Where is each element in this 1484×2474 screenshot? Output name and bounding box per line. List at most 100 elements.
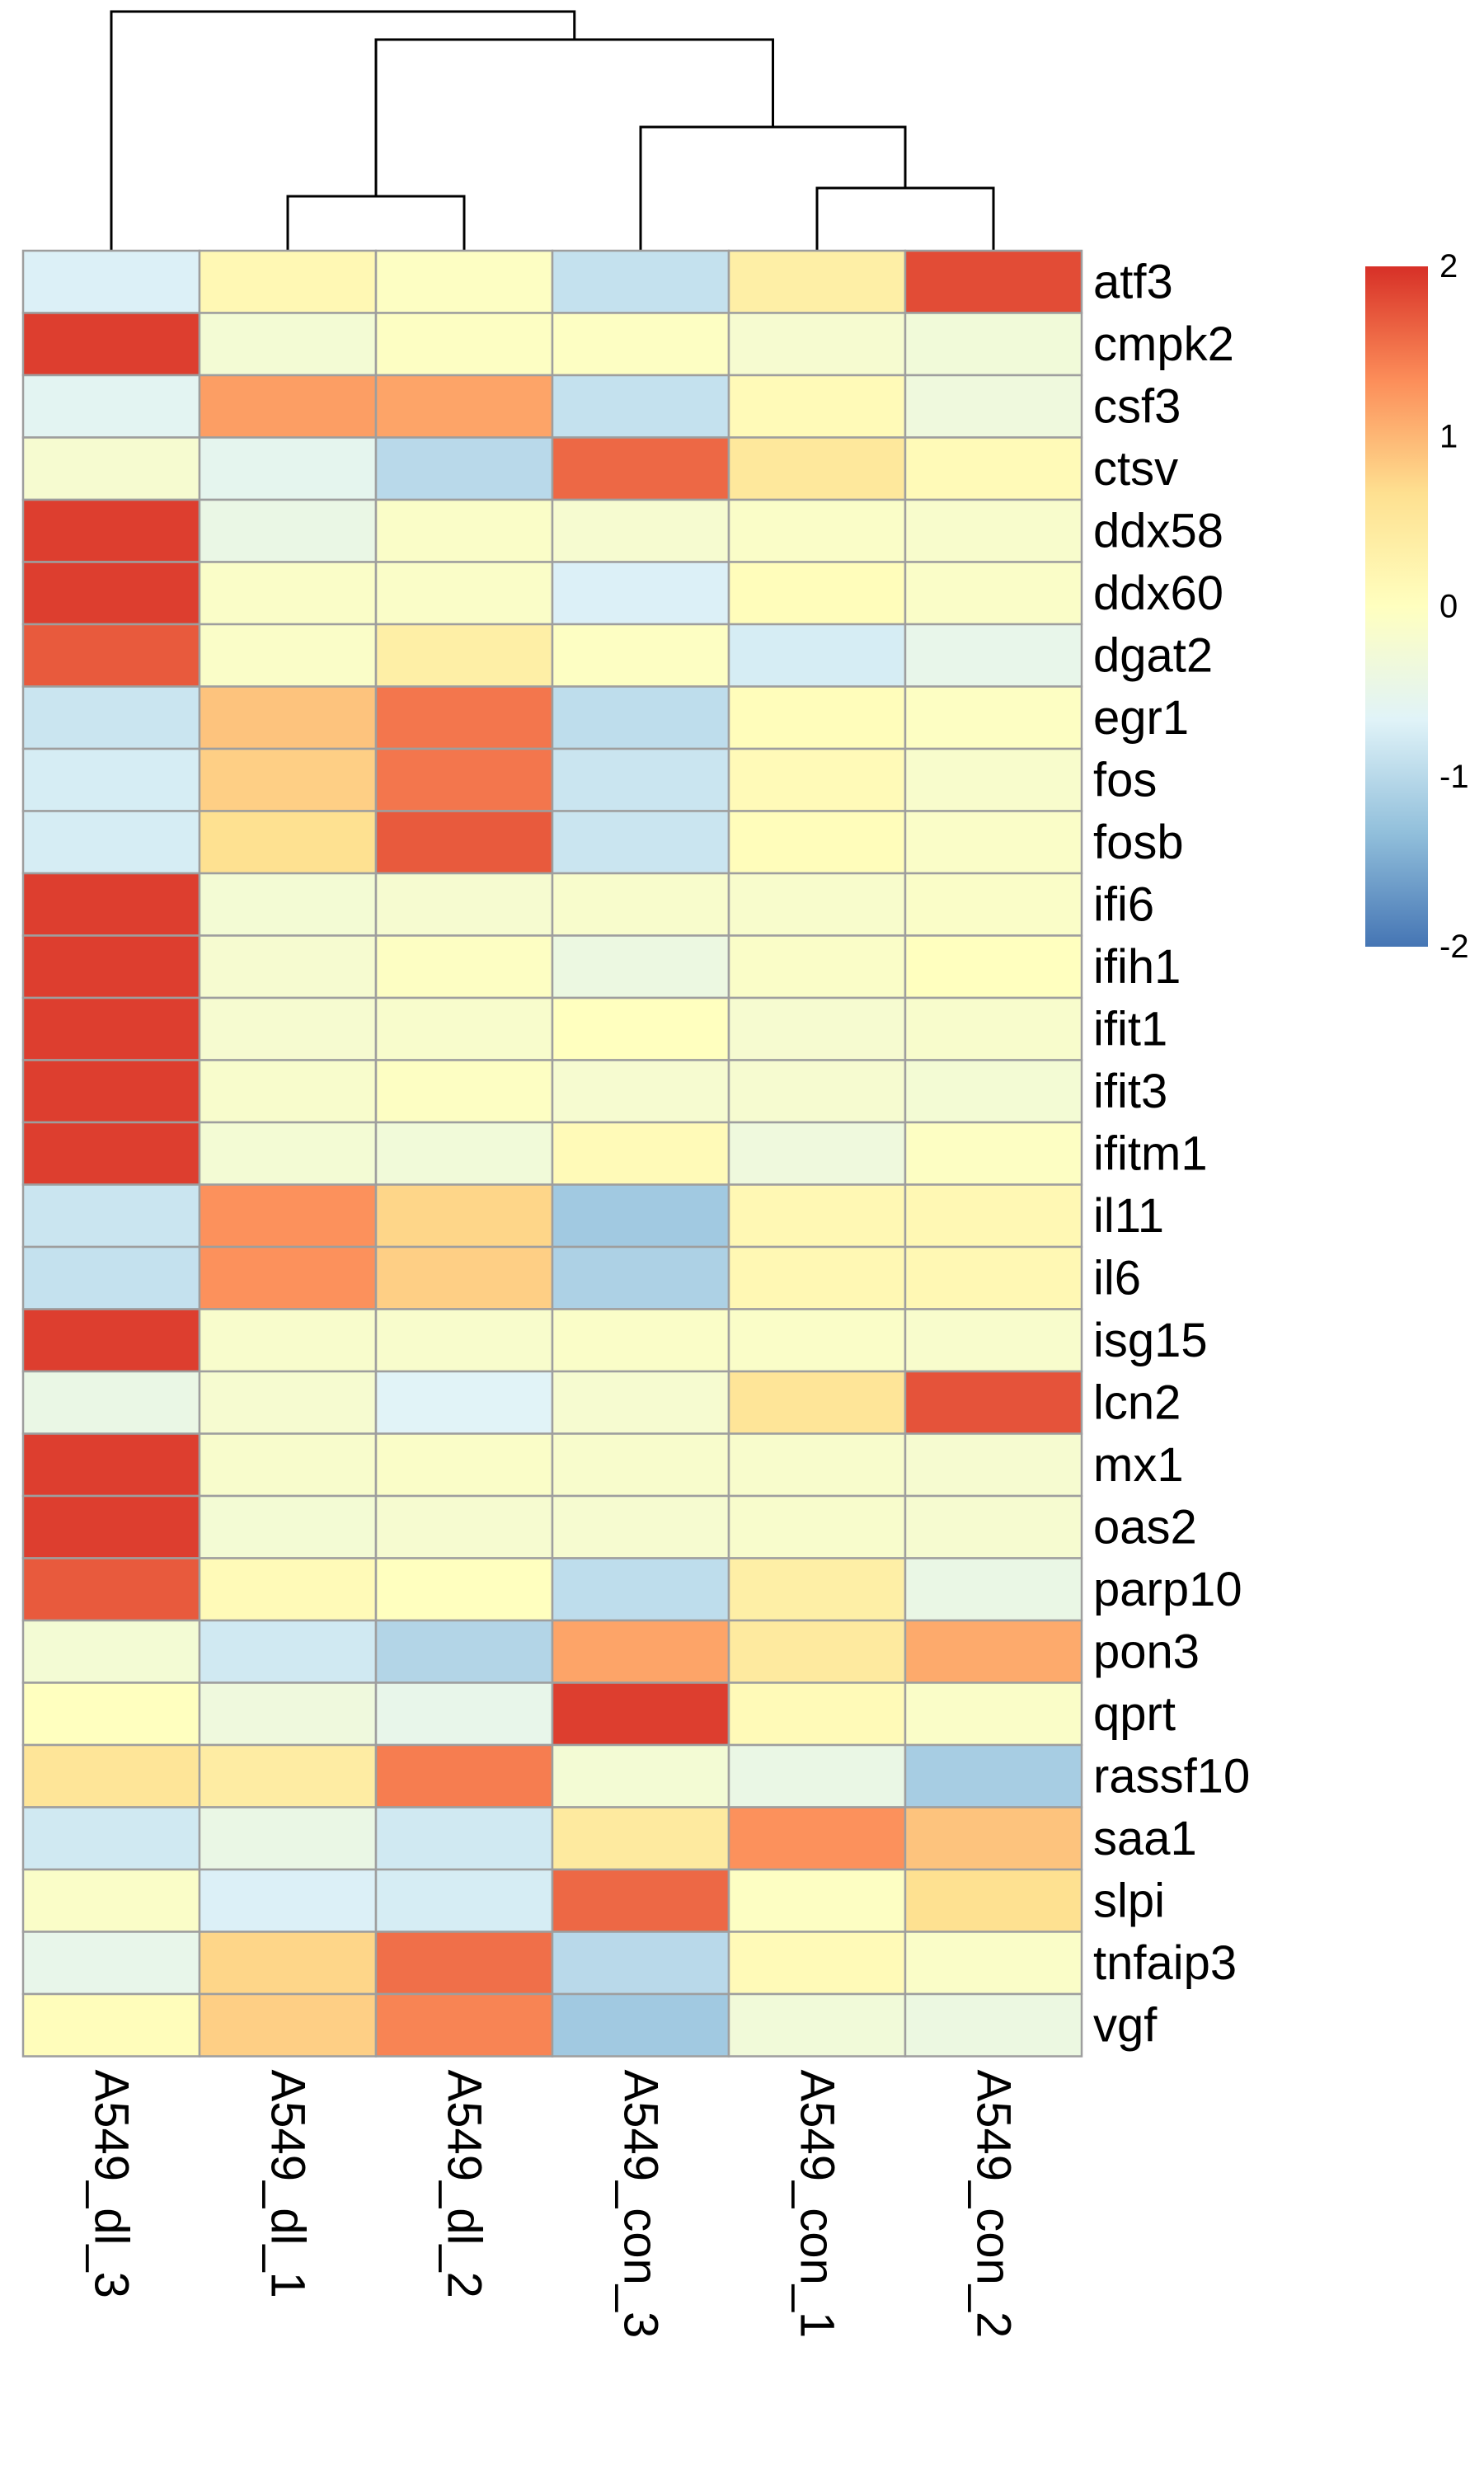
heatmap-cell-vgf-A549_con_2 xyxy=(904,1992,1083,2058)
heatmap-cell-parp10-A549_dl_3 xyxy=(21,1557,201,1622)
heatmap-cell-parp10-A549_dl_1 xyxy=(198,1557,378,1622)
heatmap-cell-isg15-A549_dl_2 xyxy=(374,1308,554,1373)
legend-tick-label: -1 xyxy=(1439,759,1469,795)
heatmap-cell-il11-A549_con_1 xyxy=(727,1183,907,1249)
heatmap-cell-csf3-A549_dl_1 xyxy=(198,374,378,439)
heatmap-cell-pon3-A549_con_1 xyxy=(727,1619,907,1684)
heatmap-cell-il11-A549_con_3 xyxy=(551,1183,730,1249)
heatmap-cell-mx1-A549_dl_2 xyxy=(374,1432,554,1498)
heatmap-cell-ifi6-A549_dl_2 xyxy=(374,872,554,937)
heatmap-cell-qprt-A549_con_1 xyxy=(727,1681,907,1747)
heatmap-cell-ifit1-A549_con_2 xyxy=(904,996,1083,1061)
column-label-A549_dl_2: A549_dl_2 xyxy=(438,2070,491,2298)
heatmap-cell-dgat2-A549_con_1 xyxy=(727,623,907,688)
heatmap-cell-ifit3-A549_con_2 xyxy=(904,1059,1083,1124)
heatmap-cell-pon3-A549_dl_2 xyxy=(374,1619,554,1684)
heatmap-cell-ddx60-A549_con_3 xyxy=(551,561,730,626)
heatmap-cell-atf3-A549_con_2 xyxy=(904,249,1083,314)
heatmap-cell-ctsv-A549_dl_1 xyxy=(198,436,378,501)
heatmap-cell-il11-A549_dl_1 xyxy=(198,1183,378,1249)
column-label-A549_con_1: A549_con_1 xyxy=(791,2070,844,2339)
heatmap-cell-oas2-A549_con_3 xyxy=(551,1494,730,1559)
heatmap-cell-vgf-A549_dl_2 xyxy=(374,1992,554,2058)
heatmap-cell-fosb-A549_con_3 xyxy=(551,810,730,875)
heatmap-cell-isg15-A549_dl_3 xyxy=(21,1308,201,1373)
heatmap-cell-pon3-A549_con_3 xyxy=(551,1619,730,1684)
heatmap-cell-lcn2-A549_dl_3 xyxy=(21,1370,201,1435)
heatmap-cell-ifit1-A549_dl_3 xyxy=(21,996,201,1061)
heatmap-cell-ddx58-A549_con_3 xyxy=(551,498,730,563)
legend-tick-label: -2 xyxy=(1439,929,1469,965)
row-label-parp10: parp10 xyxy=(1093,1563,1242,1616)
heatmap-cell-fosb-A549_con_2 xyxy=(904,810,1083,875)
heatmap-cell-il6-A549_dl_3 xyxy=(21,1245,201,1310)
heatmap-cell-atf3-A549_dl_2 xyxy=(374,249,554,314)
column-label-A549_con_3: A549_con_3 xyxy=(614,2070,668,2339)
column-label-A549_con_2: A549_con_2 xyxy=(967,2070,1021,2339)
heatmap-cell-fosb-A549_con_1 xyxy=(727,810,907,875)
heatmap-cell-isg15-A549_con_1 xyxy=(727,1308,907,1373)
heatmap-cell-qprt-A549_con_3 xyxy=(551,1681,730,1747)
heatmap-cell-ddx58-A549_con_1 xyxy=(727,498,907,563)
heatmap-cell-pon3-A549_dl_3 xyxy=(21,1619,201,1684)
heatmap-cell-tnfaip3-A549_con_2 xyxy=(904,1931,1083,1996)
heatmap-cell-il6-A549_con_3 xyxy=(551,1245,730,1310)
heatmap-cell-dgat2-A549_con_2 xyxy=(904,623,1083,688)
row-label-egr1: egr1 xyxy=(1093,691,1189,745)
heatmap-cell-il11-A549_con_2 xyxy=(904,1183,1083,1249)
heatmap-cell-pon3-A549_dl_1 xyxy=(198,1619,378,1684)
heatmap-cell-ifit3-A549_con_3 xyxy=(551,1059,730,1124)
heatmap-cell-slpi-A549_con_3 xyxy=(551,1868,730,1933)
row-label-mx1: mx1 xyxy=(1093,1438,1184,1492)
heatmap-cell-ddx58-A549_con_2 xyxy=(904,498,1083,563)
heatmap-cell-saa1-A549_con_1 xyxy=(727,1806,907,1871)
heatmap-cell-fos-A549_dl_2 xyxy=(374,747,554,812)
heatmap-cell-atf3-A549_dl_1 xyxy=(198,249,378,314)
heatmap-cell-parp10-A549_con_3 xyxy=(551,1557,730,1622)
heatmap-cell-ifih1-A549_dl_1 xyxy=(198,934,378,999)
legend-tick-label: 1 xyxy=(1439,418,1458,454)
heatmap-cell-cmpk2-A549_dl_3 xyxy=(21,312,201,377)
heatmap-cell-ddx58-A549_dl_1 xyxy=(198,498,378,563)
heatmap-cell-ddx58-A549_dl_2 xyxy=(374,498,554,563)
heatmap-cell-csf3-A549_con_2 xyxy=(904,374,1083,439)
heatmap-cell-cmpk2-A549_dl_2 xyxy=(374,312,554,377)
row-label-il6: il6 xyxy=(1093,1251,1141,1305)
heatmap-cell-ifi6-A549_dl_1 xyxy=(198,872,378,937)
heatmap-cell-atf3-A549_dl_3 xyxy=(21,249,201,314)
heatmap-cell-ifi6-A549_con_2 xyxy=(904,872,1083,937)
heatmap-cell-ifih1-A549_dl_3 xyxy=(21,934,201,999)
column-dendrogram xyxy=(110,10,995,251)
heatmap-cell-saa1-A549_dl_1 xyxy=(198,1806,378,1871)
heatmap-cell-parp10-A549_con_1 xyxy=(727,1557,907,1622)
heatmap-cell-ifit1-A549_con_3 xyxy=(551,996,730,1061)
heatmap-cell-csf3-A549_dl_2 xyxy=(374,374,554,439)
heatmap-cell-fos-A549_con_3 xyxy=(551,747,730,812)
heatmap-cell-lcn2-A549_dl_2 xyxy=(374,1370,554,1435)
dendrogram-link-dl-con xyxy=(374,38,774,196)
heatmap-cell-il11-A549_dl_3 xyxy=(21,1183,201,1249)
heatmap-cell-cmpk2-A549_dl_1 xyxy=(198,312,378,377)
heatmap-cell-vgf-A549_con_1 xyxy=(727,1992,907,2058)
row-label-fosb: fosb xyxy=(1093,816,1184,869)
heatmap-cell-parp10-A549_con_2 xyxy=(904,1557,1083,1622)
heatmap-cell-egr1-A549_dl_2 xyxy=(374,685,554,750)
row-label-csf3: csf3 xyxy=(1093,379,1181,433)
heatmap-cell-il6-A549_dl_1 xyxy=(198,1245,378,1310)
heatmap-cell-isg15-A549_con_2 xyxy=(904,1308,1083,1373)
heatmap-cell-slpi-A549_dl_2 xyxy=(374,1868,554,1933)
row-label-fos: fos xyxy=(1093,753,1157,807)
heatmap-cell-ddx60-A549_con_2 xyxy=(904,561,1083,626)
column-label-A549_dl_1: A549_dl_1 xyxy=(261,2070,315,2298)
row-label-ifit1: ifit1 xyxy=(1093,1002,1167,1056)
dendrogram-link-con1-con2 xyxy=(815,186,995,251)
heatmap-cell-saa1-A549_con_2 xyxy=(904,1806,1083,1871)
heatmap-cell-il6-A549_con_1 xyxy=(727,1245,907,1310)
color-legend-ticks: 2 1 0 -1 -2 xyxy=(1439,248,1469,965)
heatmap-cell-vgf-A549_con_3 xyxy=(551,1992,730,2058)
heatmap-cell-parp10-A549_dl_2 xyxy=(374,1557,554,1622)
heatmap-cell-saa1-A549_dl_2 xyxy=(374,1806,554,1871)
heatmap-cell-ctsv-A549_dl_3 xyxy=(21,436,201,501)
heatmap-cell-il6-A549_con_2 xyxy=(904,1245,1083,1310)
heatmap-cell-fos-A549_dl_3 xyxy=(21,747,201,812)
